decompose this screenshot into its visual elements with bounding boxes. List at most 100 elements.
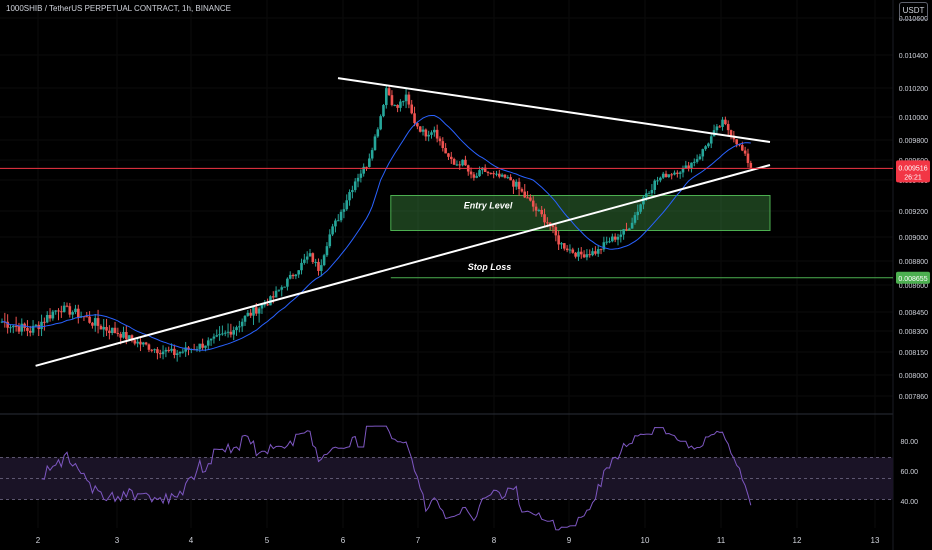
grid [0, 0, 894, 550]
candle-body [396, 104, 399, 108]
candle-body [339, 211, 343, 221]
candle-body [588, 254, 592, 256]
candle-body [362, 166, 365, 174]
candle-body [729, 130, 733, 136]
candle-body [401, 101, 405, 103]
candle-body [266, 304, 269, 306]
candle-body [108, 330, 111, 334]
candle-body [305, 256, 309, 260]
candle-body [229, 331, 233, 335]
candle-body [99, 325, 103, 330]
candle-body [526, 197, 529, 199]
candle-body [735, 139, 738, 145]
candle-body [738, 144, 741, 146]
price-tick-label: 0.009800 [899, 138, 928, 145]
candle-body [221, 333, 224, 335]
candle-body [475, 176, 479, 178]
candle-body [12, 325, 15, 328]
candle-body [373, 136, 377, 151]
candle-body [743, 150, 747, 154]
candle-body [209, 338, 213, 341]
price-tick-label: 0.010200 [899, 86, 928, 93]
time-tick-label: 8 [492, 536, 497, 545]
candle-body [579, 251, 583, 255]
candle-body [390, 95, 394, 106]
candle-body [328, 234, 332, 247]
candle-body [512, 180, 515, 187]
candle-body [678, 172, 682, 174]
trendlines[interactable] [0, 77, 893, 367]
rsi-tick-label: 40.00 [900, 499, 918, 506]
candle-body [560, 243, 563, 245]
candle-body [602, 242, 606, 250]
candle-body [698, 156, 702, 160]
entry-zone[interactable] [390, 195, 771, 231]
candle-body [71, 312, 74, 315]
candle-body [260, 304, 264, 309]
candle-body [235, 327, 238, 331]
candle-body [529, 197, 532, 201]
candle-body [577, 251, 580, 257]
candle-body [692, 161, 696, 163]
candle-body [28, 330, 32, 333]
candle-body [198, 343, 202, 349]
candle-body [271, 296, 275, 298]
trendline [337, 77, 771, 143]
candle-body [503, 174, 507, 178]
ma-line [1, 115, 751, 351]
candle-body [664, 173, 668, 178]
candle-body [726, 124, 730, 131]
candle-body [382, 105, 385, 117]
candle-body [407, 94, 411, 105]
candle-body [546, 222, 549, 224]
candle-body [91, 322, 94, 326]
candle-body [331, 226, 334, 235]
candle-body [215, 335, 219, 337]
candle-body [749, 162, 753, 168]
candle-body [206, 340, 210, 346]
candle-body [342, 209, 346, 212]
candle-body [537, 209, 541, 211]
candle-body [387, 88, 391, 96]
time-tick-label: 7 [416, 536, 421, 545]
time-tick-label: 5 [265, 536, 270, 545]
candle-body [746, 153, 750, 163]
candle-body [85, 316, 89, 318]
candle-body [481, 167, 484, 171]
candle-body [531, 200, 535, 207]
candle-body [243, 315, 247, 322]
candle-body [175, 353, 179, 356]
entry-zone-box [390, 195, 771, 231]
candle-body [161, 351, 165, 355]
candle-body [438, 138, 442, 142]
candle-body [26, 327, 29, 331]
candle-body [365, 166, 368, 168]
candle-body [540, 209, 544, 215]
candle-body [359, 173, 363, 178]
candle-body [574, 252, 577, 257]
candle-body [721, 119, 724, 127]
candle-body [498, 173, 501, 177]
candle-body [238, 326, 241, 328]
price-tick-label: 0.010400 [899, 53, 928, 60]
currency-button[interactable]: USDT [899, 2, 928, 20]
candle-body [523, 191, 527, 198]
candle-body [701, 149, 705, 157]
candle-body [158, 353, 162, 355]
current-price-tag [896, 160, 930, 183]
candle-body [317, 261, 320, 271]
price-axis[interactable]: 0.0106000.0104000.0102000.0100000.009800… [899, 16, 928, 506]
candle-body [370, 150, 374, 159]
candle-body [102, 326, 106, 330]
candle-body [376, 129, 380, 137]
candle-body [68, 306, 72, 315]
candle-body [240, 321, 244, 327]
candle-body [167, 349, 171, 351]
candle-body [464, 159, 467, 166]
time-axis[interactable]: 2 3 4 5 6 7 8 9 10 11 12 13 [36, 536, 880, 545]
candle-body [642, 197, 645, 205]
price-tick-label: 0.009000 [899, 235, 928, 242]
candle-body [351, 190, 354, 193]
candle-body [520, 189, 524, 192]
